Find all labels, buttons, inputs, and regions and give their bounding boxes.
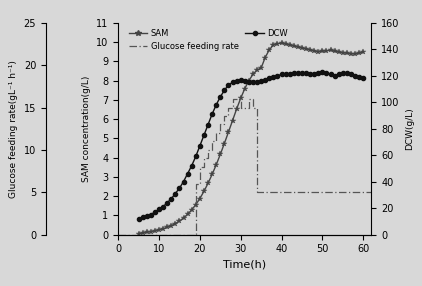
DCW [136, 217, 141, 220]
DCW [320, 70, 325, 74]
SAM [361, 50, 366, 54]
DCW [262, 78, 268, 82]
Y-axis label: SAM concentration(g/L): SAM concentration(g/L) [81, 76, 91, 182]
SAM [262, 56, 268, 59]
DCW [283, 73, 288, 76]
SAM [275, 42, 280, 45]
SAM [140, 231, 145, 235]
DCW [218, 95, 223, 99]
SAM [287, 43, 292, 47]
Line: SAM: SAM [136, 40, 366, 236]
Line: DCW: DCW [136, 70, 365, 221]
DCW [361, 77, 366, 80]
Y-axis label: Glucose feeding rate(gL⁻¹ h⁻¹): Glucose feeding rate(gL⁻¹ h⁻¹) [9, 60, 18, 198]
SAM [312, 49, 317, 53]
DCW [308, 73, 313, 76]
Y-axis label: DCW(g/L): DCW(g/L) [405, 107, 414, 150]
SAM [136, 232, 141, 235]
Legend: SAM, Glucose feeding rate, DCW: SAM, Glucose feeding rate, DCW [127, 27, 289, 53]
DCW [275, 74, 280, 78]
SAM [218, 153, 223, 156]
DCW [140, 216, 145, 219]
SAM [279, 41, 284, 45]
X-axis label: Time(h): Time(h) [223, 260, 266, 270]
